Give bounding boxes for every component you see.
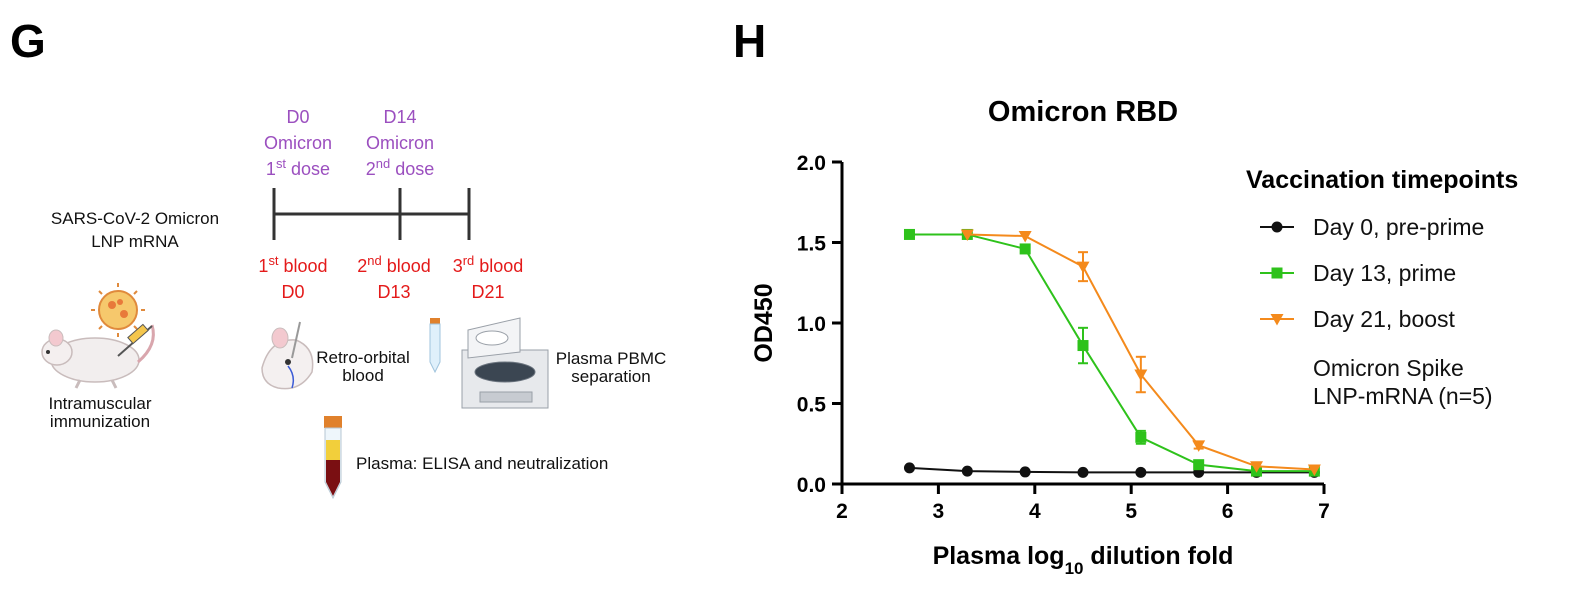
x-axis-label: Plasma log10 dilution fold: [933, 542, 1234, 578]
data-point: [1077, 340, 1089, 352]
x-tick-label: 7: [1318, 500, 1330, 523]
legend-note-line1: Omicron Spike: [1313, 355, 1464, 381]
plasma-assay-label: Plasma: ELISA and neutralization: [356, 454, 609, 473]
immunization-line1: Intramuscular: [48, 394, 152, 413]
syringe-icon: [117, 323, 153, 357]
data-point: [1193, 459, 1205, 471]
data-point: [1307, 464, 1321, 477]
vaccine-label: SARS-CoV-2 Omicron LNP mRNA: [30, 207, 240, 253]
x-tick-label: 3: [933, 500, 945, 523]
legend-marker: [1271, 221, 1283, 233]
data-point: [1192, 440, 1206, 452]
legend-item: Day 0, pre-prime: [1260, 214, 1484, 240]
chart-title: Omicron RBD: [988, 96, 1178, 128]
data-point: [961, 465, 973, 477]
series-2: [960, 229, 1321, 477]
data-point: [1077, 466, 1089, 478]
data-point: [903, 228, 915, 240]
chart-series: [903, 228, 1321, 478]
x-tick-label: 6: [1222, 500, 1234, 523]
y-tick-label: 0.0: [797, 474, 826, 497]
data-point: [1018, 231, 1032, 243]
legend-item: Day 21, boost: [1260, 306, 1456, 332]
retro-orbital-label: Retro-orbital blood: [298, 349, 428, 385]
immunization-label: Intramuscular immunization: [20, 395, 180, 431]
blood-label-1: 1st blood D0: [238, 253, 348, 305]
y-tick-label: 0.5: [797, 394, 827, 417]
series-line: [909, 466, 1315, 474]
legend-label: Day 0, pre-prime: [1313, 214, 1484, 240]
blood-label-2: 2nd blood D13: [339, 253, 449, 305]
data-point: [1135, 431, 1147, 443]
data-point: [1250, 461, 1264, 473]
blood-label-3: 3rd blood D21: [433, 253, 543, 305]
legend-label: Day 21, boost: [1313, 306, 1456, 332]
panel-letter-h: H: [733, 15, 767, 67]
data-point: [1019, 466, 1031, 478]
data-point: [960, 229, 974, 241]
blood-ordinal: 2nd blood: [357, 252, 431, 276]
dose-vaccine: Omicron: [263, 133, 332, 153]
dose-label-2: D14 Omicron 2nd dose: [350, 104, 450, 182]
x-tick-label: 2: [836, 500, 848, 523]
dose-vaccine: Omicron: [365, 133, 434, 153]
vaccine-label-line2: LNP mRNA: [91, 232, 179, 251]
blood-tube-icon: [324, 416, 342, 500]
y-tick-label: 1.0: [797, 313, 826, 336]
data-point: [1019, 243, 1031, 255]
y-axis-label: OD450: [750, 283, 778, 362]
x-tick-label: 4: [1029, 500, 1041, 523]
immunization-line2: immunization: [49, 412, 151, 431]
legend: Day 0, pre-prime Day 13, prime Day 21, boo…: [1260, 214, 1484, 332]
y-tick-label: 2.0: [797, 152, 826, 175]
tube-icon: [429, 318, 441, 374]
dose-day: D0: [286, 107, 310, 127]
retro-line2: blood: [342, 366, 384, 385]
mouse-icon: [41, 324, 155, 389]
series-1: [903, 228, 1320, 477]
blood-day: D0: [281, 282, 305, 302]
data-point: [1134, 369, 1148, 382]
blood-day: D21: [471, 282, 505, 302]
centrifuge-icon: [461, 317, 549, 409]
retro-line1: Retro-orbital: [316, 348, 410, 367]
legend-item: Day 13, prime: [1260, 260, 1456, 286]
plasma-pbmc-label: Plasma PBMC separation: [546, 350, 676, 386]
timeline-svg: [41, 188, 549, 500]
legend-title: Vaccination timepoints: [1246, 166, 1518, 194]
data-point: [1135, 466, 1147, 478]
legend-label: Day 13, prime: [1313, 260, 1456, 286]
blood-day: D13: [377, 282, 411, 302]
dose-ordinal: 1st dose: [265, 155, 331, 179]
legend-marker: [1271, 267, 1283, 279]
data-point: [1076, 261, 1090, 274]
data-point: [903, 462, 915, 474]
vaccine-label-line1: SARS-CoV-2 Omicron: [50, 209, 220, 228]
plasma-pbmc-line2: separation: [571, 367, 651, 386]
legend-note-line2: LNP-mRNA (n=5): [1313, 383, 1493, 409]
dose-ordinal: 2nd dose: [365, 155, 435, 179]
panel-letter-g: G: [10, 15, 46, 67]
virus-icon: [91, 283, 145, 337]
plasma-pbmc-line1: Plasma PBMC: [555, 349, 667, 368]
chart-axes: 2 3 4 5 6 7 0.0 0.5 1.0 1.5 2.0: [797, 152, 1330, 523]
series-line: [909, 233, 1315, 473]
mouse-head-icon: [261, 321, 314, 390]
legend-marker: [1270, 314, 1284, 326]
dose-day: D14: [383, 107, 417, 127]
dose-label-1: D0 Omicron 1st dose: [248, 104, 348, 182]
blood-ordinal: 1st blood: [258, 252, 328, 276]
y-tick-label: 1.5: [797, 233, 827, 256]
blood-ordinal: 3rd blood: [452, 252, 524, 276]
x-tick-label: 5: [1125, 500, 1137, 523]
